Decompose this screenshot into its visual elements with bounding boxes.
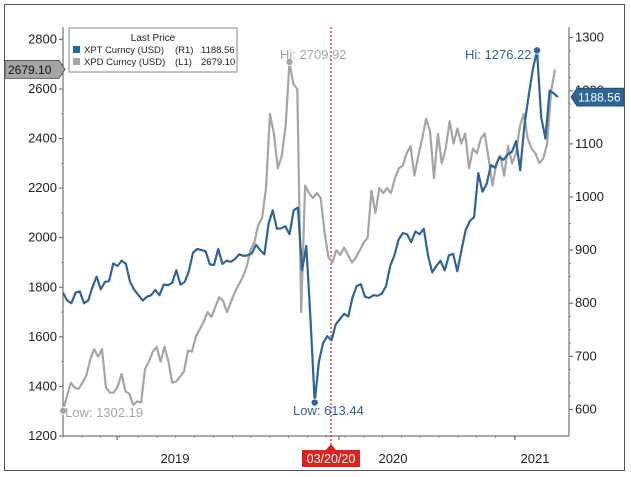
legend-item-xpt-axis: (R1) [175,45,193,56]
xpt-high-point [533,46,542,55]
xpt-series-line [62,49,559,404]
legend-title: Last Price [131,33,176,44]
right-last-value-tag: 1188.56 [570,87,625,107]
left-tick-label: 1600 [28,329,57,344]
legend-swatch-xpt [73,46,80,53]
event-date-tag-arrow [326,444,336,450]
event-date-tag-text: 03/20/20 [307,452,356,466]
left-last-value-tag-shape [4,59,66,79]
left-tick-label: 2800 [28,31,57,46]
event-date-tag: 03/20/20 [302,444,360,467]
right-tick-label: 800 [575,295,597,310]
left-tick-label: 1200 [28,428,57,443]
right-tick-label: 900 [575,242,597,257]
left-tick-label: 1400 [28,378,57,393]
right-last-value-tag-text: 1188.56 [578,91,621,105]
xpd-high-annotation: Hi: 2709.92 [280,47,347,62]
price-chart: 1200 1400 1600 1800 2000 2200 2400 2600 2800 600… [4,27,625,467]
event-date-tag-shape [302,450,360,467]
xpd-series-line [61,60,557,411]
chart-frame: 1200 1400 1600 1800 2000 2200 2400 2600 2800 600… [4,4,625,471]
legend-item-xpd-name: XPD Curncy (USD) [84,57,165,68]
extreme-points-layer [59,46,542,415]
left-tick-label: 2000 [28,230,57,245]
right-tick-label: 1300 [575,30,604,45]
x-year-label: 2019 [161,451,190,466]
left-tick-label: 2400 [28,131,57,146]
left-last-value-tag-text: 2679.10 [8,63,52,77]
left-tick-label: 2200 [28,180,57,195]
x-year-label: 2020 [379,451,408,466]
left-axis-ticks: 1200 1400 1600 1800 2000 2200 2400 2600 2800 [28,31,63,443]
right-tick-label: 600 [575,401,597,416]
legend-item-xpt-name: XPT Curncy (USD) [84,45,164,56]
right-tick-label: 1100 [575,136,603,151]
legend: Last Price XPT Curncy (USD) (R1) 1188.56… [68,27,238,73]
plot-area [63,27,569,436]
xpd-low-annotation: Low: 1302.19 [65,405,143,420]
left-tick-label: 2600 [28,81,57,96]
legend-item-xpd-axis: (L1) [175,57,192,68]
left-tick-label: 1800 [28,279,57,294]
xpd-high-point [285,57,294,66]
xpt-high-annotation: Hi: 1276.22 [465,47,532,62]
right-axis-ticks: 6007008009001000110012001300 [569,30,604,416]
right-tick-label: 700 [575,348,597,363]
right-tick-label: 1000 [575,189,604,204]
series-layer [61,49,559,411]
x-year-label: 2021 [521,451,550,466]
legend-item-xpd-value: 2679.10 [201,57,235,68]
xpd-low-point [59,406,68,415]
left-last-value-tag: 2679.10 [4,59,66,79]
legend-box [68,27,238,73]
legend-item-xpt-value: 1188.56 [201,45,235,56]
x-axis-ticks: 2019 2020 2021 [62,436,550,466]
legend-swatch-xpd [73,58,80,65]
xpt-low-annotation: Low: 613.44 [293,403,364,418]
xpt-low-point [310,398,319,407]
